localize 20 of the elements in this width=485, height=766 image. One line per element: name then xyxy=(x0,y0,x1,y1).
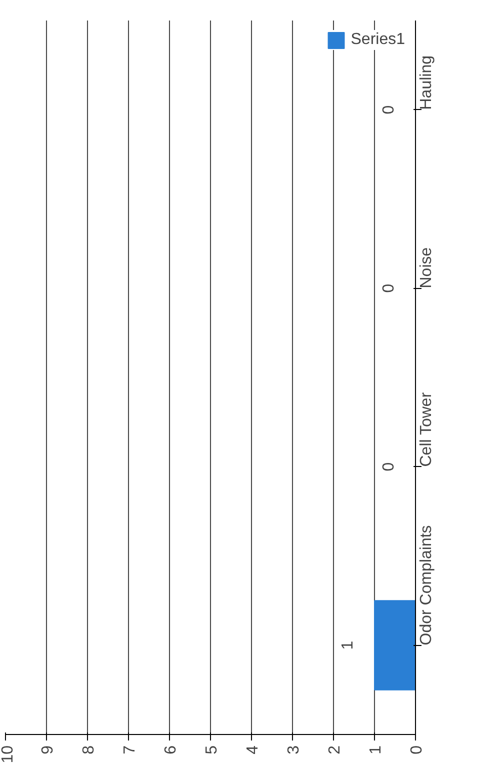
data-label: 0 xyxy=(380,284,398,293)
data-label: 0 xyxy=(380,105,398,114)
x-tick-label: 10 xyxy=(0,745,16,764)
x-tick-label: 7 xyxy=(122,745,138,754)
legend-label: Series1 xyxy=(350,31,405,49)
x-tick-label: 4 xyxy=(244,745,262,754)
x-tick-label: 1 xyxy=(368,745,384,754)
x-tick-label: 5 xyxy=(204,745,220,754)
y-tick-label: Noise xyxy=(418,247,435,288)
x-tick-label: 8 xyxy=(80,745,98,754)
x-tick-label: 3 xyxy=(286,745,302,754)
y-tick-label: Hauling xyxy=(418,55,435,110)
y-tick-label: Cell Tower xyxy=(418,392,435,467)
x-tick-label: 6 xyxy=(162,745,180,754)
y-tick-label: Odor Complaints xyxy=(418,525,435,646)
x-tick-label: 0 xyxy=(408,745,426,754)
x-tick-label: 2 xyxy=(326,745,344,754)
x-tick-label: 9 xyxy=(40,745,56,754)
data-label: 0 xyxy=(380,462,398,472)
data-label: 1 xyxy=(340,640,356,650)
